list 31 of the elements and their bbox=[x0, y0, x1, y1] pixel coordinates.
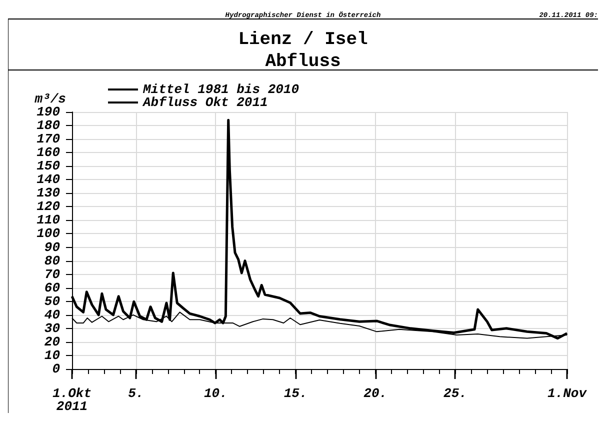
y-tick-label: 30 bbox=[44, 320, 60, 336]
y-tick-label: 10 bbox=[44, 348, 60, 363]
y-tick-label: 50 bbox=[44, 294, 60, 309]
x-tick-label: 20. bbox=[364, 386, 388, 401]
x-tick-label: 1.Okt 2011 bbox=[52, 386, 92, 414]
y-tick-label: 150 bbox=[36, 158, 60, 174]
y-tick-label: 120 bbox=[36, 199, 60, 214]
y-tick-label: 100 bbox=[36, 226, 60, 242]
y-tick-label: 0 bbox=[52, 362, 60, 376]
y-tick-label: 20 bbox=[44, 334, 60, 350]
x-tick-label: 1.Nov bbox=[547, 386, 588, 401]
y-tick-label: 170 bbox=[36, 132, 60, 147]
y-axis-title: m³/s bbox=[34, 92, 66, 107]
x-tick-label: 25. bbox=[444, 386, 467, 401]
y-tick-label: 160 bbox=[36, 145, 60, 160]
y-tick-label: 40 bbox=[44, 307, 60, 322]
y-tick-label: 180 bbox=[36, 118, 60, 134]
y-tick-label: 90 bbox=[44, 240, 60, 255]
y-tick-label: 140 bbox=[36, 172, 60, 188]
y-tick-label: 80 bbox=[44, 253, 60, 268]
y-tick-label: 190 bbox=[36, 104, 60, 120]
x-tick-label: 10. bbox=[204, 386, 228, 401]
legend-label: Abfluss Okt 2011 bbox=[142, 95, 268, 110]
y-tick-label: 130 bbox=[36, 186, 60, 201]
y-tick-label: 60 bbox=[44, 280, 60, 296]
chart-title: Lienz / Isel Abfluss bbox=[238, 30, 368, 72]
x-tick-label: 15. bbox=[284, 386, 308, 401]
legend-label: Mittel 1981 bis 2010 bbox=[142, 82, 300, 97]
y-tick-label: 110 bbox=[36, 212, 60, 228]
x-tick-label: 5. bbox=[128, 386, 144, 401]
y-tick-label: 70 bbox=[44, 266, 60, 282]
